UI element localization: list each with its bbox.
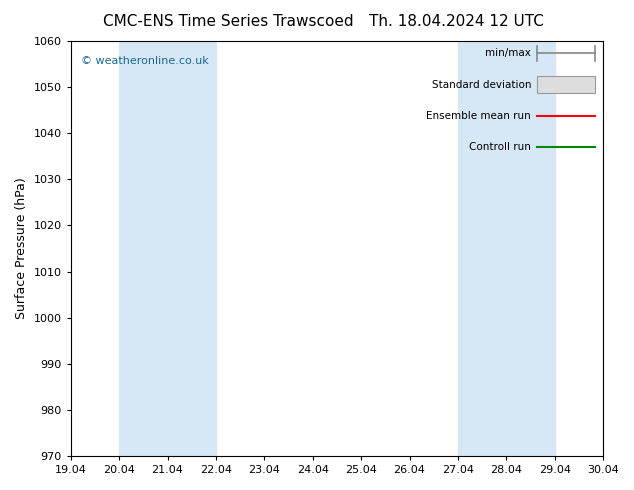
Bar: [603, 41, 634, 456]
Y-axis label: Surface Pressure (hPa): Surface Pressure (hPa): [15, 178, 28, 319]
Text: min/max: min/max: [486, 49, 531, 58]
Bar: [458, 41, 555, 456]
Bar: [536, 76, 595, 93]
Text: © weatheronline.co.uk: © weatheronline.co.uk: [81, 55, 209, 66]
Text: Controll run: Controll run: [469, 142, 531, 152]
Bar: [119, 41, 216, 456]
Text: Standard deviation: Standard deviation: [432, 79, 531, 90]
Text: Th. 18.04.2024 12 UTC: Th. 18.04.2024 12 UTC: [369, 14, 544, 29]
Text: Ensemble mean run: Ensemble mean run: [427, 111, 531, 121]
Text: CMC-ENS Time Series Trawscoed: CMC-ENS Time Series Trawscoed: [103, 14, 354, 29]
